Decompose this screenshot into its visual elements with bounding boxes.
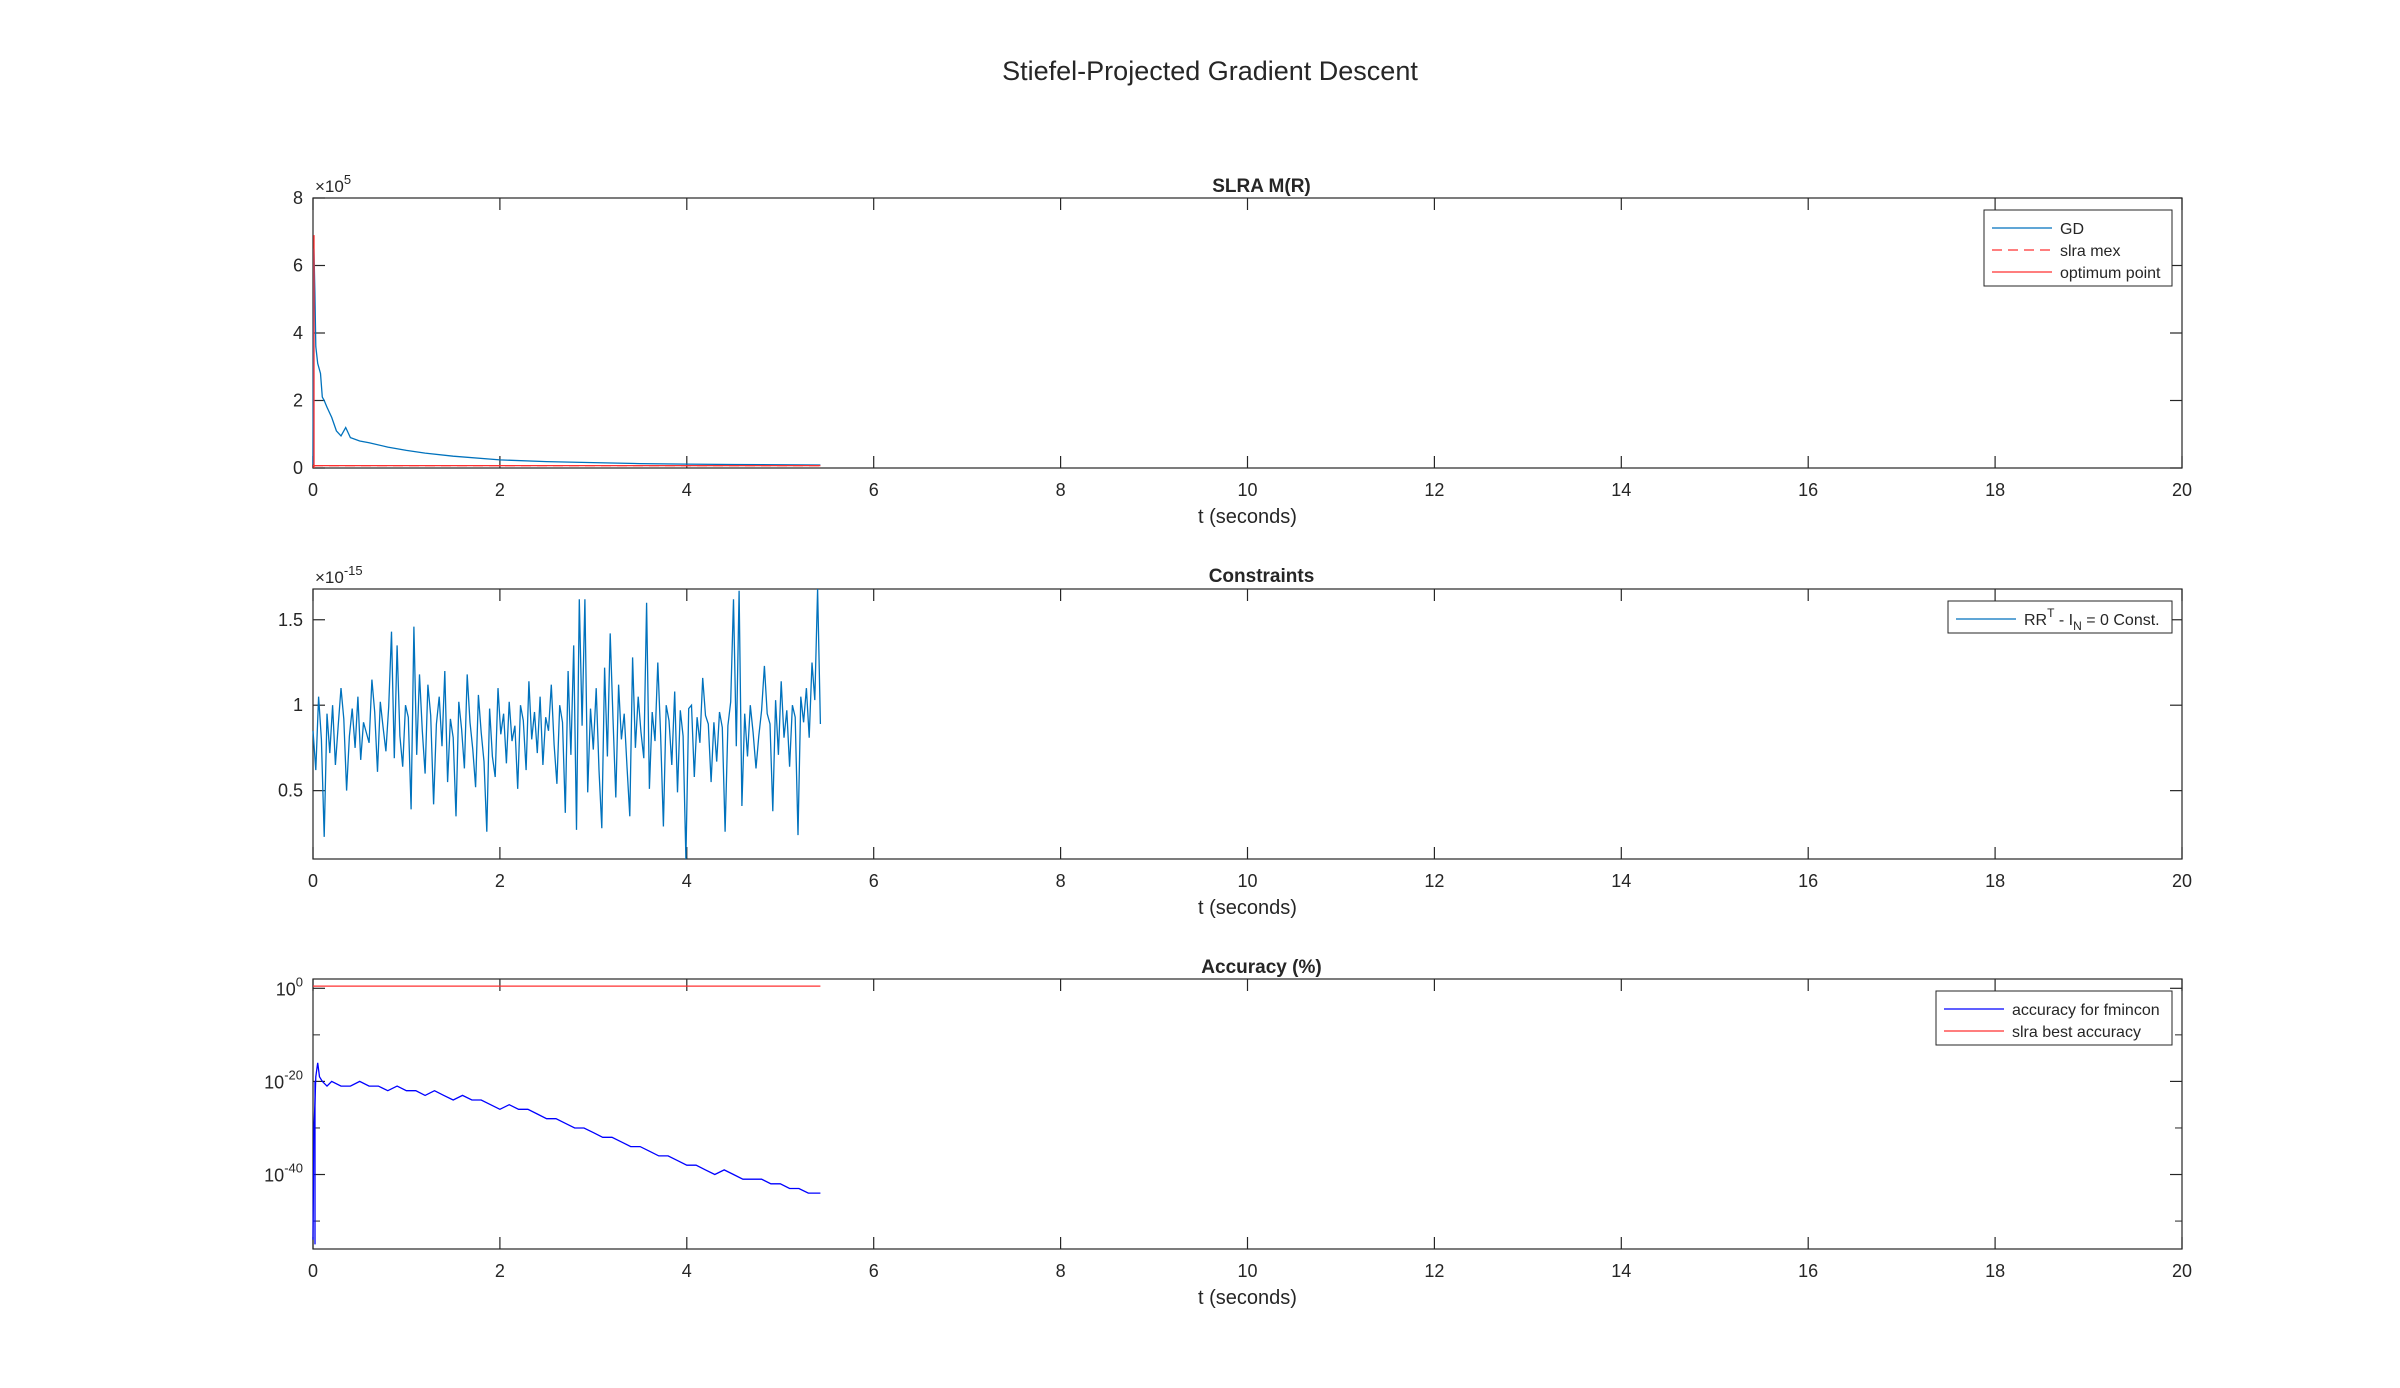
- y-tick-label: 0.5: [278, 781, 303, 801]
- x-tick-label: 2: [495, 871, 505, 891]
- axis-exponent: ×10-15: [315, 563, 363, 587]
- x-tick-label: 16: [1798, 480, 1818, 500]
- legend-label: optimum point: [2060, 265, 2161, 282]
- axes-box: [312, 588, 2183, 860]
- axes-title: Constraints: [1209, 566, 1315, 587]
- x-tick-label: 12: [1424, 1261, 1444, 1281]
- x-tick-label: 10: [1237, 871, 1257, 891]
- legend-label: GD: [2060, 221, 2084, 238]
- x-tick-label: 6: [869, 871, 879, 891]
- x-tick-label: 12: [1424, 480, 1444, 500]
- x-tick-label: 16: [1798, 1261, 1818, 1281]
- legend-label-sup: T: [2047, 606, 2055, 620]
- x-tick-label: 8: [1056, 480, 1066, 500]
- legend-label-part: RR: [2024, 612, 2047, 629]
- legend-label: slra mex: [2060, 243, 2120, 260]
- axis-exponent-base: ×10: [315, 177, 344, 196]
- x-tick-label: 18: [1985, 871, 2005, 891]
- axes-box: [312, 197, 2183, 469]
- x-tick-label: 18: [1985, 1261, 2005, 1281]
- y-tick-label-exp: -20: [284, 1067, 303, 1082]
- x-tick-label: 0: [308, 1261, 318, 1281]
- y-tick-label: 10-20: [264, 1067, 303, 1092]
- x-tick-label: 16: [1798, 871, 1818, 891]
- panel-slra: 0 2 4 6 8 10 12 14 16 18 20 0 2 4 6 8 ×105 SLRA M(R) t (se…: [293, 172, 2192, 528]
- x-tick-label: 14: [1611, 871, 1631, 891]
- legend: accuracy for fmincon slra best accuracy: [1935, 990, 2173, 1046]
- axes-title: SLRA M(R): [1212, 176, 1311, 197]
- legend-label: slra best accuracy: [2012, 1024, 2141, 1041]
- x-tick-label: 4: [682, 871, 692, 891]
- x-tick-label: 0: [308, 480, 318, 500]
- x-tick-label: 2: [495, 480, 505, 500]
- x-tick-label: 12: [1424, 871, 1444, 891]
- y-tick-label-base: 10: [264, 1072, 284, 1092]
- y-tick-label-exp: 0: [296, 974, 303, 989]
- x-tick-label: 14: [1611, 1261, 1631, 1281]
- x-tick-label: 10: [1237, 480, 1257, 500]
- x-tick-label: 18: [1985, 480, 2005, 500]
- axis-exponent-base: ×10: [315, 568, 344, 587]
- axes-box: [312, 978, 2183, 1250]
- x-tick-label: 20: [2172, 1261, 2192, 1281]
- x-tick-label: 6: [869, 1261, 879, 1281]
- y-tick-label-base: 10: [276, 979, 296, 999]
- y-tick-label-base: 10: [264, 1166, 284, 1186]
- x-tick-label: 20: [2172, 480, 2192, 500]
- axis-exponent-power: 5: [344, 172, 351, 187]
- series-line-0: [312, 588, 822, 860]
- legend: GD slra mex optimum point: [1983, 209, 2173, 287]
- y-tick-label: 0: [293, 458, 303, 478]
- x-tick-label: 4: [682, 1261, 692, 1281]
- x-tick-label: 10: [1237, 1261, 1257, 1281]
- x-tick-label: 0: [308, 871, 318, 891]
- y-tick-label: 4: [293, 323, 303, 343]
- x-tick-label: 8: [1056, 1261, 1066, 1281]
- y-tick-label: 1: [293, 695, 303, 715]
- x-axis-label: t (seconds): [1198, 506, 1297, 528]
- legend: RRT - IN = 0 Const.: [1947, 600, 2173, 634]
- y-tick-label: 1.5: [278, 610, 303, 630]
- legend-label-part: - I: [2054, 612, 2073, 629]
- x-tick-label: 6: [869, 480, 879, 500]
- series-line-0: [312, 248, 821, 466]
- y-tick-label-exp: -40: [284, 1161, 303, 1176]
- y-tick-label: 8: [293, 188, 303, 208]
- y-tick-label: 6: [293, 256, 303, 276]
- legend-label-part: = 0 Const.: [2082, 612, 2160, 629]
- figure-title: Stiefel-Projected Gradient Descent: [1002, 56, 1418, 86]
- x-tick-label: 14: [1611, 480, 1631, 500]
- panel-constraints: 0 2 4 6 8 10 12 14 16 18 20 0.5 1 1.5 ×10-15 Constraint…: [278, 563, 2192, 919]
- y-tick-label: 10-40: [264, 1161, 303, 1186]
- y-tick-label: 100: [276, 974, 303, 999]
- legend-box: [1935, 990, 2173, 1046]
- legend-box: [1947, 600, 2173, 634]
- x-tick-label: 20: [2172, 871, 2192, 891]
- axis-exponent: ×105: [315, 172, 351, 196]
- legend-label: RRT - IN = 0 Const.: [2024, 606, 2160, 633]
- legend-label-sub: N: [2073, 619, 2082, 633]
- axes-title: Accuracy (%): [1201, 957, 1321, 978]
- y-tick-label: 2: [293, 391, 303, 411]
- x-axis-label: t (seconds): [1198, 1287, 1297, 1309]
- x-tick-label: 8: [1056, 871, 1066, 891]
- axis-exponent-power: -15: [344, 563, 363, 578]
- x-tick-label: 4: [682, 480, 692, 500]
- legend-label: accuracy for fmincon: [2012, 1002, 2160, 1019]
- legend-box: [1983, 209, 2173, 287]
- x-tick-label: 2: [495, 1261, 505, 1281]
- series-line-0: [312, 1062, 821, 1240]
- x-axis-label: t (seconds): [1198, 897, 1297, 919]
